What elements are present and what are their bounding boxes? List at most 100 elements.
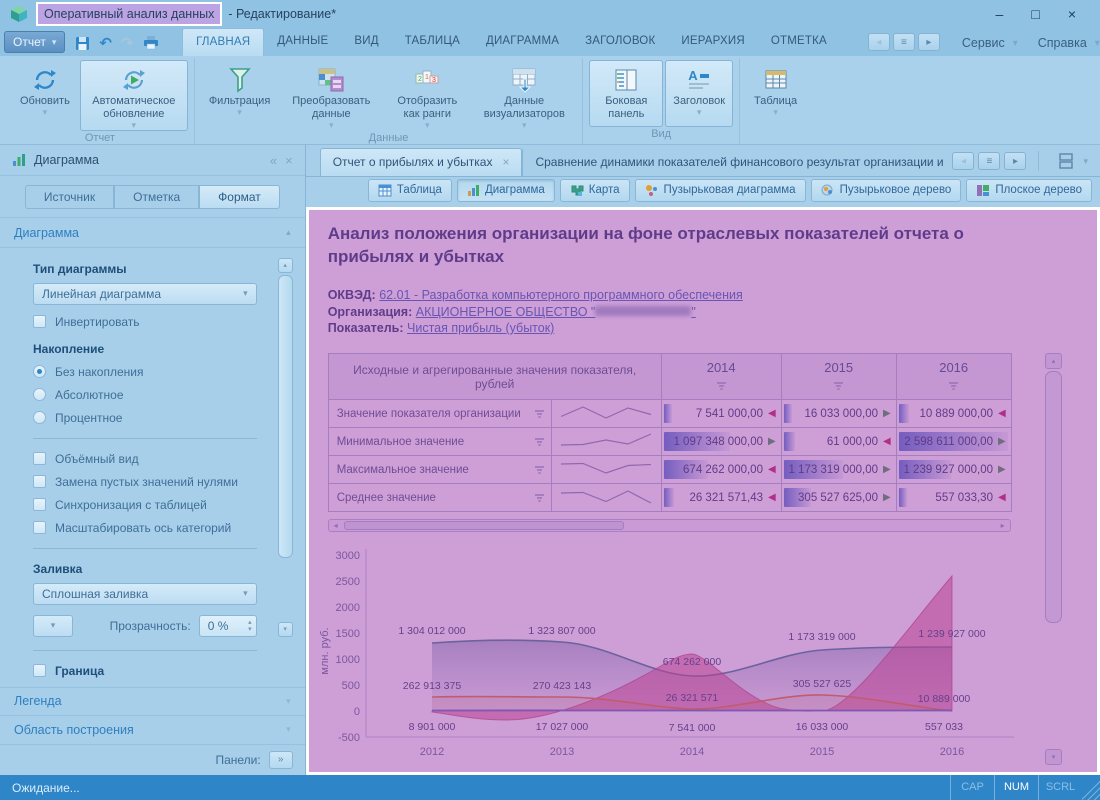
organization-link[interactable]: АКЦИОНЕРНОЕ ОБЩЕСТВО " " — [415, 304, 696, 319]
ribbon-scroll-right-button[interactable]: ▸ — [917, 33, 940, 51]
tab-otmetka[interactable]: ОТМЕТКА — [770, 35, 827, 47]
sync-table-checkbox[interactable]: Синхронизация с таблицей — [33, 498, 257, 512]
view-bubble-chart-button[interactable]: Пузырьковая диаграмма — [634, 178, 806, 202]
help-menu[interactable]: Справка ▾ — [1037, 36, 1100, 50]
doc-tab-comparison[interactable]: Сравнение динамики показателей финансово… — [522, 148, 952, 176]
service-menu[interactable]: Сервис ▾ — [961, 36, 1018, 50]
filter-icon[interactable] — [534, 493, 545, 502]
invert-checkbox[interactable]: Инвертировать — [33, 315, 257, 329]
volume-view-checkbox[interactable]: Объёмный вид — [33, 452, 257, 466]
radio-no-accumulation[interactable]: Без накопления — [33, 365, 257, 379]
print-dropdown-icon[interactable]: ▾ — [167, 37, 173, 48]
indicator-line: Показатель: Чистая прибыль (убыток) — [327, 321, 555, 335]
section-diagram[interactable]: Диаграмма ▴ — [0, 218, 305, 248]
visualizer-data-button[interactable]: Данные визуализаторов ▾ — [472, 60, 576, 131]
view-chart-button[interactable]: Диаграмма — [456, 178, 555, 202]
close-button[interactable]: × — [1067, 6, 1076, 22]
ribbon-tabs: ГЛАВНАЯ ДАННЫЕ ВИД ТАБЛИЦА ДИАГРАММА ЗАГ… — [182, 28, 840, 56]
auto-refresh-button[interactable]: Автоматическое обновление ▾ — [79, 60, 188, 132]
scroll-right-icon[interactable]: ▸ — [1000, 521, 1005, 530]
close-tab-icon[interactable]: × — [502, 155, 510, 169]
print-icon[interactable] — [143, 36, 159, 50]
stepper-down-icon[interactable]: ▾ — [248, 625, 252, 633]
collapse-panel-icon[interactable]: « — [269, 152, 278, 168]
filter-icon[interactable] — [534, 437, 545, 446]
tab-otmetka-panel[interactable]: Отметка — [114, 185, 200, 210]
view-table-button[interactable]: Таблица — [367, 178, 452, 202]
filter-button[interactable]: Фильтрация ▾ — [201, 60, 278, 131]
header-toggle-button[interactable]: A Заголовок ▾ — [665, 60, 734, 127]
report-title: Анализ положения организации на фоне отр… — [327, 224, 964, 266]
tab-dannye[interactable]: ДАННЫЕ — [277, 35, 329, 47]
okved-link[interactable]: 62.01 - Разработка компьютерного програм… — [379, 288, 743, 302]
scrollbar-thumb[interactable] — [277, 274, 293, 558]
side-panel-button[interactable]: Боковая панель — [589, 60, 664, 127]
undo-icon[interactable]: ↶ — [99, 35, 112, 52]
report-vertical-scrollbar[interactable]: ▴ ▾ — [1045, 353, 1062, 765]
radio-absolute[interactable]: Абсолютное — [33, 388, 257, 402]
scroll-down-icon[interactable]: ▾ — [1045, 749, 1062, 765]
maximize-button[interactable]: □ — [1031, 6, 1040, 22]
view-flat-tree-button[interactable]: Плоское дерево — [966, 178, 1092, 202]
tab-ierarkhiya[interactable]: ИЕРАРХИЯ — [681, 35, 745, 47]
table-horizontal-scrollbar[interactable]: ◂ ▸ — [327, 519, 1011, 532]
view-map-button[interactable]: Карта — [559, 178, 630, 202]
filter-icon[interactable] — [716, 382, 727, 390]
scale-axis-checkbox[interactable]: Масштабировать ось категорий — [33, 521, 257, 535]
refresh-button[interactable]: Обновить ▾ — [12, 60, 78, 131]
scroll-down-icon[interactable]: ▾ — [277, 621, 293, 637]
y-tick: 3000 — [335, 550, 359, 562]
indicator-link[interactable]: Чистая прибыль (убыток) — [407, 321, 555, 335]
doc-tab-profit-loss[interactable]: Отчет о прибылях и убытках × — [319, 148, 523, 176]
scroll-up-icon[interactable]: ▴ — [277, 257, 293, 273]
ribbon-scroll-left-button[interactable]: ◂ — [867, 33, 890, 51]
filter-icon[interactable] — [948, 382, 959, 390]
split-layout-button[interactable]: ▾ — [1051, 153, 1094, 169]
tab-istochnik[interactable]: Источник — [24, 185, 115, 210]
stepper-up-icon[interactable]: ▴ — [248, 618, 252, 626]
fill-select[interactable]: Сплошная заливка ▾ — [33, 582, 257, 605]
tab-tablitsa[interactable]: ТАБЛИЦА — [404, 35, 460, 47]
close-panel-icon[interactable]: × — [285, 152, 293, 168]
show-as-ranks-button[interactable]: 2 1 3 Отобразить как ранги ▾ — [384, 60, 470, 131]
trend-arrow-icon: ◀ — [997, 491, 1006, 503]
tab-vid[interactable]: ВИД — [354, 35, 379, 47]
scroll-up-icon[interactable]: ▴ — [1045, 353, 1062, 369]
panels-expand-button[interactable]: » — [268, 750, 293, 769]
year-header-2014[interactable]: 2014 — [660, 353, 782, 400]
filter-icon[interactable] — [534, 465, 545, 474]
border-checkbox[interactable]: Граница — [33, 664, 257, 678]
table-ribbon-button[interactable]: Таблица ▾ — [746, 60, 805, 127]
window-title-highlighted: Оперативный анализ данных — [36, 2, 223, 26]
year-header-2015[interactable]: 2015 — [780, 353, 897, 400]
chart-type-select[interactable]: Линейная диаграмма ▾ — [33, 282, 257, 305]
report-menu-button[interactable]: Отчет ▾ — [4, 31, 66, 53]
view-bubble-tree-button[interactable]: Пузырьковое дерево — [810, 178, 962, 202]
section-plot-area[interactable]: Область построения ▾ — [0, 715, 305, 743]
tab-menu-button[interactable]: ≡ — [978, 152, 1001, 170]
radio-percent[interactable]: Процентное — [33, 411, 257, 425]
tab-scroll-left-button[interactable]: ◂ — [952, 152, 975, 170]
tab-format[interactable]: Формат — [199, 185, 280, 210]
year-header-2016[interactable]: 2016 — [895, 353, 1012, 400]
tab-scroll-right-button[interactable]: ▸ — [1004, 152, 1027, 170]
sidebar-scrollbar[interactable]: ▴ ▾ — [277, 257, 293, 637]
scroll-left-icon[interactable]: ◂ — [333, 521, 338, 530]
scrollbar-thumb[interactable] — [1045, 371, 1062, 623]
filter-icon[interactable] — [833, 382, 844, 390]
fill-color-dropdown[interactable]: ▾ — [33, 614, 73, 637]
replace-empty-checkbox[interactable]: Замена пустых значений нулями — [33, 475, 257, 489]
section-legend[interactable]: Легенда ▾ — [0, 686, 305, 715]
scrollbar-thumb[interactable] — [343, 521, 624, 530]
filter-icon[interactable] — [534, 409, 545, 418]
tab-diagramma[interactable]: ДИАГРАММА — [485, 35, 560, 47]
fill-label: Заливка — [33, 561, 83, 576]
tab-zagolovok[interactable]: ЗАГОЛОВОК — [585, 35, 656, 47]
ribbon-menu-button[interactable]: ≡ — [892, 33, 915, 51]
minimize-button[interactable]: – — [995, 6, 1004, 22]
resize-grip[interactable] — [1082, 775, 1100, 800]
transparency-stepper[interactable]: 0 % ▴ ▾ — [198, 614, 257, 637]
save-icon[interactable] — [75, 36, 90, 51]
transform-data-button[interactable]: Преобразовать данные ▾ — [280, 60, 382, 131]
tab-glavnaya[interactable]: ГЛАВНАЯ — [182, 28, 265, 56]
